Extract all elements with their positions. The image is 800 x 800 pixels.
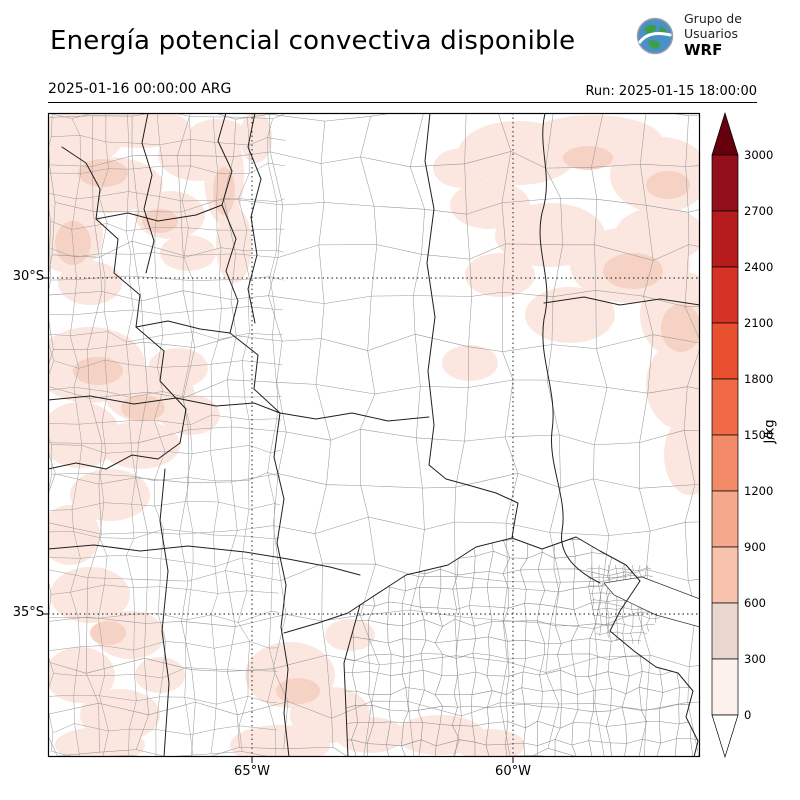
axis-ticks xyxy=(42,277,514,763)
colorbar-tick-label: 1500 xyxy=(744,428,774,442)
colorbar-over-arrow xyxy=(711,111,739,156)
run-time-label: Run: 2025-01-15 18:00:00 xyxy=(585,84,757,99)
colorbar-segment xyxy=(711,266,739,324)
lon-tick-60W: 60°W xyxy=(495,764,531,779)
colorbar-segment xyxy=(711,378,739,436)
wrf-users-group-logo: Grupo de Usuarios WRF xyxy=(634,11,742,59)
colorbar-segment xyxy=(711,322,739,380)
globe-icon xyxy=(636,17,674,54)
colorbar-unit-label: J/kg xyxy=(762,419,778,444)
colorbar-tick-label: 2700 xyxy=(744,204,774,218)
logo-wrf: WRF xyxy=(684,40,723,59)
map-canvas xyxy=(42,112,701,763)
colorbar-segment xyxy=(711,658,739,716)
colorbar-segment xyxy=(711,546,739,604)
colorbar-tick-label: 1800 xyxy=(744,372,774,386)
colorbar-tick-label: 600 xyxy=(744,596,766,610)
colorbar-under-arrow xyxy=(711,714,739,759)
colorbar-segment xyxy=(711,154,739,212)
header-divider xyxy=(48,102,757,103)
colorbar-tick-labels: 3000 2700 2400 2100 1800 1500 1200 900 600 300 0 xyxy=(744,113,788,757)
valid-time-label: 2025-01-16 00:00:00 ARG xyxy=(48,81,232,97)
colorbar-tick-label: 0 xyxy=(744,708,752,722)
colorbar-segment xyxy=(711,602,739,660)
cape-shading-light xyxy=(48,113,700,757)
colorbar-tick-label: 2400 xyxy=(744,260,774,274)
colorbar-tick-label: 1200 xyxy=(744,484,774,498)
page-title: Energía potencial convectiva disponible xyxy=(50,26,576,56)
lon-tick-65W: 65°W xyxy=(234,764,270,779)
department-boundaries xyxy=(48,113,700,757)
map-frame xyxy=(47,112,701,758)
colorbar-tick-label: 900 xyxy=(744,540,766,554)
logo-line1: Grupo de xyxy=(684,11,742,26)
graticule xyxy=(48,113,700,757)
colorbar-segment xyxy=(711,434,739,492)
colorbar-tick-label: 2100 xyxy=(744,316,774,330)
colorbar-scale xyxy=(711,111,739,759)
rio-de-la-plata xyxy=(603,576,700,628)
lat-tick-30S: 30°S xyxy=(12,269,44,284)
lat-tick-35S: 35°S xyxy=(12,605,44,620)
colorbar-segment xyxy=(711,490,739,548)
province-boundaries xyxy=(48,113,700,757)
colorbar-segment xyxy=(711,210,739,268)
colorbar xyxy=(711,111,739,759)
colorbar-tick-label: 3000 xyxy=(744,148,774,162)
colorbar-tick-label: 300 xyxy=(744,652,766,666)
logo-line2: Usuarios xyxy=(684,25,739,41)
cape-map xyxy=(42,112,701,763)
logo-text: Grupo de Usuarios WRF xyxy=(684,11,742,59)
